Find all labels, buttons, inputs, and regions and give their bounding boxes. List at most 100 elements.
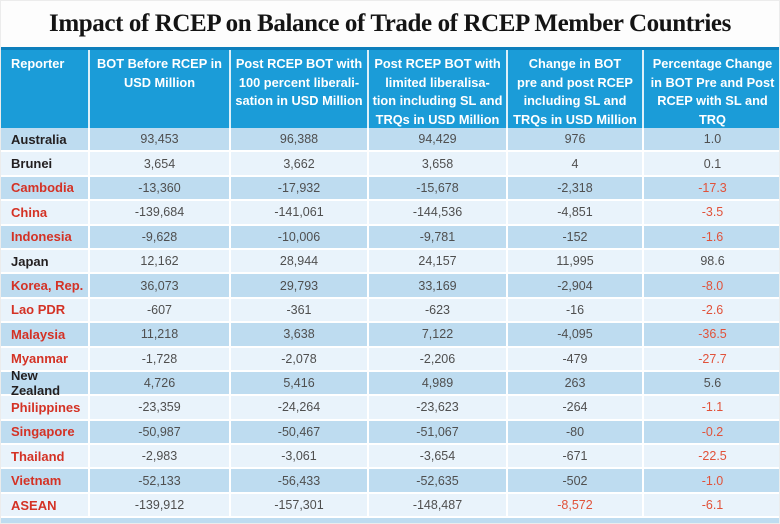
value-cell: -0.2: [644, 420, 779, 446]
value-cell: -2,206: [369, 347, 508, 372]
table-row: Brunei 3,654 3,662 3,658 4 0.1: [1, 152, 779, 177]
value-cell: -51,067: [369, 420, 508, 446]
value-cell: -1.6: [644, 225, 779, 250]
value-cell: -3,654: [369, 445, 508, 470]
table-row: Vietnam -52,133 -56,433 -52,635 -502 -1.0: [1, 469, 779, 494]
value-cell: -24,264: [231, 396, 369, 421]
value-cell: -152: [508, 225, 644, 250]
column-header: Change in BOT pre and post RCEP includin…: [508, 50, 644, 128]
value-cell: -139,912: [90, 493, 231, 519]
value-cell: -8,572: [508, 493, 644, 519]
reporter-cell: Philippines: [1, 396, 90, 421]
value-cell: -1.1: [644, 396, 779, 421]
value-cell: 29,793: [231, 274, 369, 299]
table-row: New Zealand 4,726 5,416 4,989 263 5.6: [1, 368, 779, 398]
value-cell: -157,301: [231, 493, 369, 519]
value-cell: 12,162: [90, 249, 231, 275]
value-cell: 3,658: [369, 152, 508, 177]
table-row: Australia 93,453 96,388 94,429 976 1.0: [1, 128, 779, 153]
value-cell: 263: [508, 371, 644, 397]
value-cell: -139,684: [90, 201, 231, 226]
value-cell: -50,987: [90, 420, 231, 446]
value-cell: 93,453: [90, 128, 231, 153]
table-bottom-bar: [1, 518, 779, 523]
value-cell: -17,932: [231, 176, 369, 202]
value-cell: -80: [508, 420, 644, 446]
value-cell: 3,662: [231, 152, 369, 177]
value-cell: -52,635: [369, 469, 508, 494]
value-cell: -2,318: [508, 176, 644, 202]
reporter-cell: ASEAN: [1, 493, 90, 519]
value-cell: -2,983: [90, 445, 231, 470]
column-header: Post RCEP BOT with 100 percent liberali-…: [231, 50, 369, 128]
figure-title: Impact of RCEP on Balance of Trade of RC…: [49, 10, 731, 37]
value-cell: -56,433: [231, 469, 369, 494]
value-cell: 96,388: [231, 128, 369, 153]
reporter-cell: Indonesia: [1, 225, 90, 250]
value-cell: 11,995: [508, 249, 644, 275]
value-cell: -623: [369, 298, 508, 324]
table-row: Korea, Rep. 36,073 29,793 33,169 -2,904 -8.0: [1, 274, 779, 299]
value-cell: -16: [508, 298, 644, 324]
value-cell: 4,726: [90, 371, 231, 397]
value-cell: 36,073: [90, 274, 231, 299]
value-cell: -3,061: [231, 445, 369, 470]
table-row: Cambodia -13,360 -17,932 -15,678 -2,318 -17.3: [1, 176, 779, 202]
value-cell: -2,904: [508, 274, 644, 299]
value-cell: -36.5: [644, 323, 779, 348]
value-cell: -4,851: [508, 201, 644, 226]
value-cell: -141,061: [231, 201, 369, 226]
value-cell: 7,122: [369, 323, 508, 348]
table-row: China -139,684 -141,061 -144,536 -4,851 -3.5: [1, 201, 779, 226]
value-cell: -479: [508, 347, 644, 372]
column-header: Post RCEP BOT with limited liberalisa- t…: [369, 50, 508, 128]
value-cell: -9,781: [369, 225, 508, 250]
reporter-cell: Japan: [1, 249, 90, 275]
value-cell: 3,654: [90, 152, 231, 177]
value-cell: -10,006: [231, 225, 369, 250]
value-cell: -502: [508, 469, 644, 494]
value-cell: -361: [231, 298, 369, 324]
value-cell: 976: [508, 128, 644, 153]
value-cell: -52,133: [90, 469, 231, 494]
table-row: Singapore -50,987 -50,467 -51,067 -80 -0.2: [1, 420, 779, 446]
value-cell: -13,360: [90, 176, 231, 202]
value-cell: -27.7: [644, 347, 779, 372]
value-cell: -1.0: [644, 469, 779, 494]
value-cell: -23,623: [369, 396, 508, 421]
value-cell: 11,218: [90, 323, 231, 348]
table-row: Thailand -2,983 -3,061 -3,654 -671 -22.5: [1, 445, 779, 470]
value-cell: -6.1: [644, 493, 779, 519]
table-row: Indonesia -9,628 -10,006 -9,781 -152 -1.6: [1, 225, 779, 250]
value-cell: 0.1: [644, 152, 779, 177]
value-cell: -264: [508, 396, 644, 421]
value-cell: -1,728: [90, 347, 231, 372]
table-row: Myanmar -1,728 -2,078 -2,206 -479 -27.7: [1, 347, 779, 372]
reporter-cell: Korea, Rep.: [1, 274, 90, 299]
table-row: ASEAN -139,912 -157,301 -148,487 -8,572 -6.1: [1, 493, 779, 519]
table-row: Malaysia 11,218 3,638 7,122 -4,095 -36.5: [1, 323, 779, 348]
reporter-cell: Brunei: [1, 152, 90, 177]
value-cell: -2.6: [644, 298, 779, 324]
reporter-cell: Thailand: [1, 445, 90, 470]
table-row: Japan 12,162 28,944 24,157 11,995 98.6: [1, 249, 779, 275]
value-cell: 33,169: [369, 274, 508, 299]
value-cell: -22.5: [644, 445, 779, 470]
table-row: Lao PDR -607 -361 -623 -16 -2.6: [1, 298, 779, 324]
value-cell: -4,095: [508, 323, 644, 348]
value-cell: 24,157: [369, 249, 508, 275]
value-cell: -23,359: [90, 396, 231, 421]
reporter-cell: Myanmar: [1, 347, 90, 372]
reporter-cell: Singapore: [1, 420, 90, 446]
value-cell: 94,429: [369, 128, 508, 153]
reporter-cell: Australia: [1, 128, 90, 153]
value-cell: 5.6: [644, 371, 779, 397]
value-cell: -17.3: [644, 176, 779, 202]
value-cell: 98.6: [644, 249, 779, 275]
value-cell: 5,416: [231, 371, 369, 397]
reporter-cell: Lao PDR: [1, 298, 90, 324]
value-cell: -607: [90, 298, 231, 324]
value-cell: -144,536: [369, 201, 508, 226]
value-cell: -3.5: [644, 201, 779, 226]
